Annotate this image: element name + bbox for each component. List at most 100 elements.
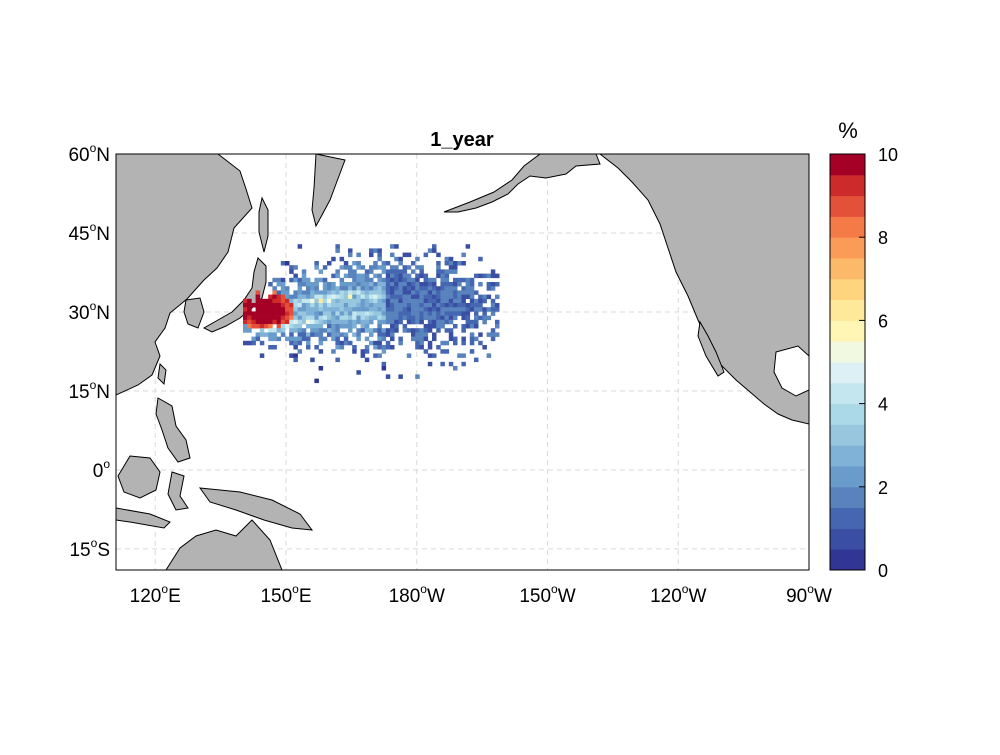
density-cell [264, 303, 269, 308]
density-cell [490, 307, 496, 312]
density-cell [427, 294, 433, 300]
density-cell [377, 294, 382, 300]
density-cell [356, 303, 361, 308]
density-cell [335, 328, 340, 333]
density-cell [432, 307, 437, 312]
density-cell [482, 273, 487, 279]
density-cell [293, 340, 298, 346]
density-cell [453, 366, 458, 371]
density-cell [348, 282, 353, 287]
density-cell [259, 324, 265, 329]
density-cell [331, 315, 336, 321]
density-cell [381, 336, 387, 342]
density-cell [490, 328, 496, 333]
density-cell [276, 290, 282, 295]
density-cell [322, 311, 328, 316]
density-cell [314, 294, 319, 300]
density-cell [318, 340, 324, 346]
density-cell [264, 315, 269, 321]
density-cell [335, 248, 340, 253]
density-cell [385, 374, 391, 379]
density-cell [243, 298, 248, 304]
density-cell [432, 244, 437, 249]
density-cell [343, 340, 349, 346]
density-cell [440, 273, 445, 279]
density-cell [339, 282, 345, 287]
density-cell [461, 307, 466, 312]
density-cell [276, 311, 282, 316]
density-cell [289, 294, 294, 300]
density-cell [352, 324, 357, 329]
density-cell [390, 307, 395, 312]
density-cell [343, 307, 349, 312]
density-cell [339, 345, 345, 350]
density-cell [432, 315, 437, 321]
density-cell [444, 307, 450, 312]
density-cell [268, 307, 273, 312]
density-cell [394, 256, 399, 262]
density-cell [297, 315, 303, 321]
density-cell [411, 303, 416, 308]
density-cell [280, 261, 286, 266]
density-cell [427, 286, 433, 291]
density-cell [293, 290, 298, 295]
density-cell [406, 315, 412, 321]
density-cell [440, 315, 445, 321]
density-cell [453, 286, 458, 291]
density-cell [411, 261, 416, 266]
density-cell [440, 282, 445, 287]
density-cell [474, 336, 479, 342]
density-cell [339, 340, 345, 346]
density-cell [335, 273, 340, 279]
density-cell [394, 311, 399, 316]
density-cell [356, 252, 361, 258]
density-cell [423, 277, 429, 283]
density-cell [427, 298, 433, 304]
density-cell [377, 277, 382, 283]
density-cell [461, 361, 466, 367]
land-korea [183, 297, 205, 329]
colorbar-tick-label: 10 [878, 145, 898, 165]
density-cell [390, 265, 395, 270]
density-cell [272, 286, 277, 291]
density-cell [436, 294, 441, 300]
density-cell [352, 307, 357, 312]
density-cell [314, 298, 319, 304]
density-cell [339, 286, 345, 291]
density-cell [411, 307, 416, 312]
density-cell [419, 298, 424, 304]
density-cell [364, 319, 370, 325]
density-cell [272, 294, 277, 300]
density-cell [444, 303, 450, 308]
density-cell [251, 311, 256, 316]
density-cell [415, 286, 420, 291]
density-cell [453, 307, 458, 312]
density-cell [453, 340, 458, 346]
density-cell [289, 265, 294, 270]
density-cell [381, 328, 387, 333]
density-cell [343, 265, 349, 270]
colorbar-swatch [830, 382, 865, 405]
density-cell [390, 244, 395, 249]
density-cell [318, 319, 324, 325]
density-cell [436, 311, 441, 316]
density-cell [310, 307, 315, 312]
density-cell [427, 307, 433, 312]
density-cell [343, 319, 349, 325]
density-cell [327, 332, 332, 337]
density-cell [465, 244, 471, 249]
density-cell [432, 277, 437, 283]
density-cell [415, 282, 420, 287]
longitude-label: 120oW [650, 582, 706, 607]
density-cell [327, 324, 332, 329]
density-cell [356, 370, 361, 375]
density-cell [369, 340, 374, 346]
density-cell [453, 298, 458, 304]
density-cell [301, 307, 307, 312]
density-cell [318, 311, 324, 316]
density-cell [402, 277, 408, 283]
density-cell [356, 315, 361, 321]
density-cell [369, 294, 374, 300]
density-cell [461, 353, 466, 358]
density-cell [348, 294, 353, 300]
